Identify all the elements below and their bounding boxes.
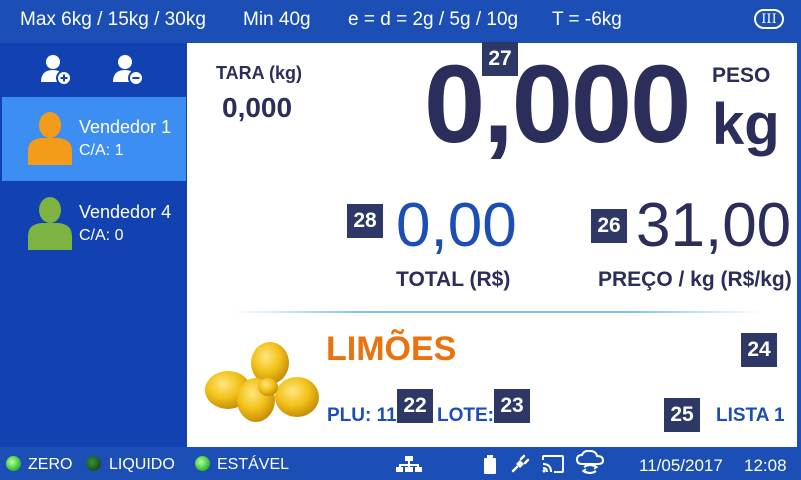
estavel-indicator-led bbox=[195, 456, 210, 471]
section-divider bbox=[232, 311, 762, 313]
weight-label: PESO bbox=[712, 64, 771, 87]
tag-weight: 27 bbox=[482, 42, 518, 76]
seller-avatar-icon bbox=[28, 197, 72, 250]
battery-icon bbox=[484, 455, 496, 474]
weight-value: 0,000 bbox=[424, 43, 691, 166]
tag-plu: 22 bbox=[397, 389, 433, 423]
tare-limit: T = -6kg bbox=[552, 9, 622, 30]
liquido-indicator-led bbox=[86, 456, 101, 471]
cloud-sync-icon bbox=[575, 450, 605, 474]
user-add-icon[interactable] bbox=[38, 52, 74, 88]
price-list-label[interactable]: LISTA 1 bbox=[716, 405, 785, 426]
tag-total: 28 bbox=[347, 204, 383, 238]
tare-label: TARA (kg) bbox=[216, 63, 302, 83]
network-icon bbox=[396, 456, 422, 472]
price-label: PREÇO / kg (R$/kg) bbox=[598, 268, 792, 291]
product-name: LIMÕES bbox=[326, 330, 457, 368]
seller-account: C/A: 1 bbox=[79, 142, 124, 159]
accuracy-class-badge: III bbox=[754, 9, 784, 29]
power-plug-icon bbox=[511, 454, 530, 473]
lote-label: LOTE: bbox=[437, 405, 494, 426]
tag-product: 24 bbox=[741, 333, 777, 367]
zero-label: ZERO bbox=[28, 456, 73, 473]
frame-border-right bbox=[797, 40, 801, 447]
zero-indicator-led bbox=[6, 456, 21, 471]
max-capacity: Max 6kg / 15kg / 30kg bbox=[20, 9, 206, 30]
liquido-label: LIQUIDO bbox=[109, 456, 175, 473]
tag-price: 26 bbox=[591, 209, 627, 243]
seller-name: Vendedor 1 bbox=[79, 117, 172, 137]
seller-sidebar: Vendedor 1 C/A: 1 Vendedor 4 C/A: 0 bbox=[0, 40, 187, 447]
seller-avatar-icon bbox=[28, 112, 72, 165]
plu-label: PLU: 11 bbox=[327, 405, 397, 426]
tare-value: 0,000 bbox=[222, 92, 293, 123]
tag-list: 25 bbox=[664, 398, 700, 432]
division: e = d = 2g / 5g / 10g bbox=[348, 9, 519, 30]
seller-item-vendedor-4[interactable]: Vendedor 4 C/A: 0 bbox=[2, 182, 186, 266]
seller-item-vendedor-1[interactable]: Vendedor 1 C/A: 1 bbox=[2, 97, 186, 181]
estavel-label: ESTÁVEL bbox=[217, 456, 290, 473]
seller-account: C/A: 0 bbox=[79, 227, 124, 244]
price-value: 31,00 bbox=[636, 191, 792, 260]
total-value: 0,00 bbox=[396, 191, 517, 260]
user-remove-icon[interactable] bbox=[110, 52, 146, 88]
lemons-image bbox=[204, 340, 322, 424]
weight-unit: kg bbox=[712, 92, 780, 157]
scale-spec-bar: Max 6kg / 15kg / 30kg Min 40g e = d = 2g… bbox=[0, 0, 801, 40]
tag-lote: 23 bbox=[494, 389, 530, 423]
seller-name: Vendedor 4 bbox=[79, 202, 172, 222]
status-date: 11/05/2017 bbox=[639, 456, 723, 475]
frame-border-top bbox=[0, 40, 801, 43]
status-time: 12:08 bbox=[744, 456, 787, 475]
cast-icon bbox=[542, 455, 564, 473]
status-bar: ZERO LIQUIDO ESTÁVEL 11/05/2017 1 bbox=[0, 447, 801, 480]
min-capacity: Min 40g bbox=[243, 9, 311, 30]
total-label: TOTAL (R$) bbox=[396, 268, 511, 291]
